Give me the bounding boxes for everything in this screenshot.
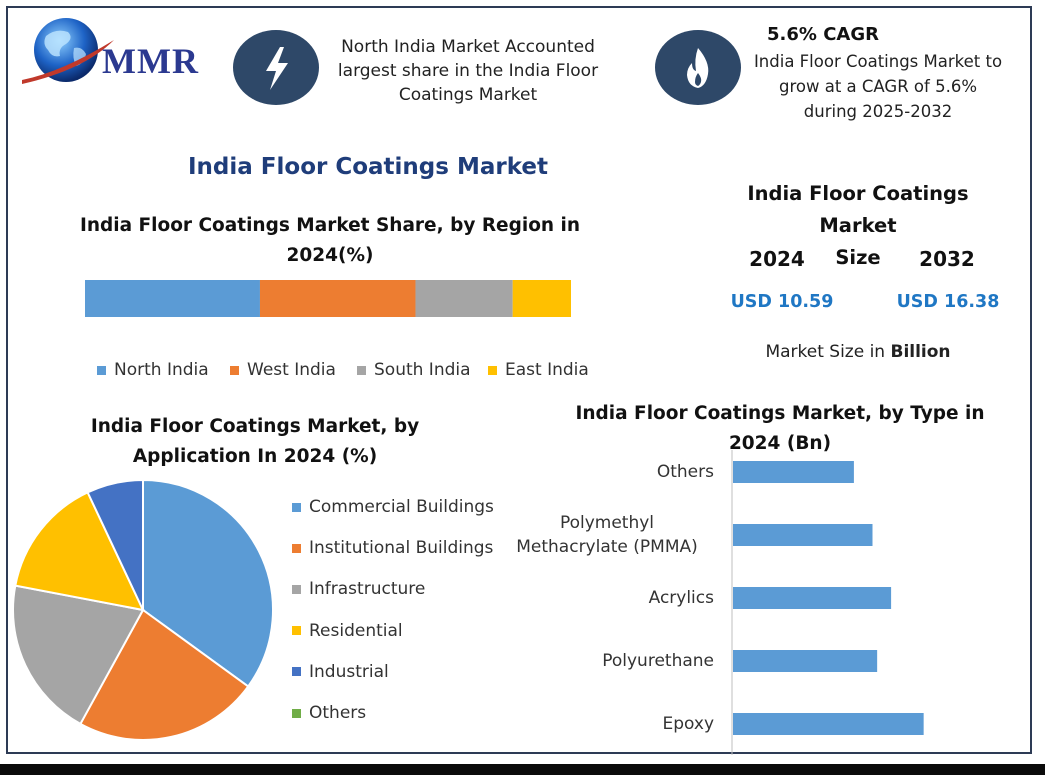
legend-swatch [292, 708, 301, 718]
chart-title-line: India Floor Coatings Market, by Type in [575, 403, 985, 424]
legend-label: Commercial Buildings [309, 497, 494, 517]
application-chart-title: India Floor Coatings Market, by Applicat… [60, 412, 450, 472]
bottom-bar [0, 764, 1045, 775]
market-size-note-unit: Billion [890, 342, 951, 362]
type-chart-title: India Floor Coatings Market, by Type in … [570, 399, 990, 459]
legend-label: South India [374, 360, 471, 380]
market-size-year: 2032 [919, 247, 975, 271]
globe-logo-icon [22, 18, 114, 84]
region-bar-segment [85, 280, 260, 317]
legend-item: East India [488, 360, 589, 380]
legend-label: Institutional Buildings [309, 538, 494, 559]
page-title: India Floor Coatings Market [188, 154, 548, 180]
cagr-title: 5.6% CAGR [767, 24, 879, 45]
chart-title-line: 2024(%) [286, 245, 374, 266]
pie-slice [142, 478, 274, 688]
cagr-highlight-line: India Floor Coatings Market to [753, 52, 1003, 71]
market-size-title-line: Size [835, 246, 881, 269]
market-size-value: USD 16.38 [896, 292, 1000, 312]
region-highlight-text: North India Market Accounted largest sha… [318, 35, 618, 107]
legend-swatch [230, 365, 239, 375]
legend-item: Institutional Buildings [292, 538, 493, 558]
highlight-badge [655, 30, 741, 105]
application-pie-chart [12, 478, 274, 741]
legend-swatch [292, 626, 301, 636]
category-label: Others [500, 460, 714, 484]
legend-swatch [292, 667, 301, 677]
infographic-frame [6, 6, 1032, 754]
cagr-highlight-text: India Floor Coatings Market to grow at a… [748, 49, 1008, 124]
legend-item: Others [292, 703, 366, 723]
region-stacked-bar-chart [85, 280, 571, 317]
legend-item: North India [97, 360, 209, 380]
chart-title-line: Application In 2024 (%) [132, 446, 378, 467]
category-label-line: Epoxy [662, 714, 714, 734]
type-bar [733, 587, 892, 609]
region-chart-title: India Floor Coatings Market Share, by Re… [60, 211, 600, 271]
market-size-title: India Floor Coatings Market Size [708, 178, 1008, 274]
flame-icon [687, 48, 709, 88]
legend-label: East India [505, 360, 589, 380]
chart-title-line: India Floor Coatings Market, by [90, 416, 420, 437]
highlight-badge [233, 30, 319, 105]
legend-item: West India [230, 360, 336, 380]
region-highlight-line: North India Market Accounted [341, 37, 595, 57]
legend-item: Residential [292, 621, 403, 641]
category-label: Epoxy [500, 712, 714, 736]
legend-label: North India [114, 360, 209, 380]
legend-swatch [292, 543, 301, 553]
category-label: Acrylics [500, 586, 714, 610]
legend-label: Others [309, 703, 367, 723]
type-bar-chart [731, 450, 924, 755]
legend-swatch [488, 365, 497, 375]
market-size-title-line: India Floor Coatings Market [747, 182, 969, 237]
legend-item: South India [357, 360, 471, 380]
type-bar [733, 650, 878, 672]
category-label-line: Polymethyl [559, 513, 655, 533]
category-label: Polyurethane [500, 649, 714, 673]
pie-slice [79, 608, 250, 741]
legend-item: Infrastructure [292, 579, 425, 599]
cagr-highlight-line: grow at a CAGR of 5.6% [779, 77, 977, 96]
legend-label: Industrial [309, 661, 389, 682]
chart-title-line: India Floor Coatings Market Share, by Re… [79, 215, 581, 236]
legend-label: Infrastructure [309, 579, 426, 600]
market-size-note-prefix: Market Size in [765, 342, 891, 362]
region-highlight-line: largest share in the India Floor [337, 61, 599, 81]
pie-slice [14, 491, 145, 612]
market-size-value: USD 10.59 [730, 292, 834, 312]
legend-swatch [97, 365, 106, 375]
legend-label: West India [247, 360, 336, 380]
pie-slice [86, 478, 144, 611]
legend-label: Residential [309, 620, 403, 641]
type-bar [733, 713, 924, 735]
region-bar-segment [512, 280, 571, 317]
region-bar-segment [415, 280, 513, 317]
category-label-line: Methacrylate (PMMA) [516, 537, 698, 557]
category-label: Polymethyl Methacrylate (PMMA) [500, 511, 714, 559]
region-bar-segment [259, 280, 416, 317]
pie-slice [12, 584, 145, 726]
category-label-line: Polyurethane [602, 651, 714, 671]
lightning-bolt-icon [266, 47, 288, 90]
legend-item: Industrial [292, 662, 389, 682]
category-label-line: Acrylics [648, 588, 714, 608]
chart-title-line: 2024 (Bn) [728, 433, 832, 454]
legend-swatch [292, 502, 301, 512]
market-size-note: Market Size in Billion [708, 342, 1008, 362]
logo-text: MMR [102, 41, 199, 81]
legend-swatch [292, 584, 301, 594]
legend-item: Commercial Buildings [292, 497, 494, 517]
legend-swatch [357, 365, 366, 375]
category-label-line: Others [656, 462, 714, 482]
type-bar [733, 461, 854, 483]
region-highlight-line: Coatings Market [398, 85, 538, 105]
cagr-highlight-line: during 2025-2032 [803, 102, 953, 121]
type-bar [733, 524, 873, 546]
market-size-year: 2024 [749, 247, 805, 271]
